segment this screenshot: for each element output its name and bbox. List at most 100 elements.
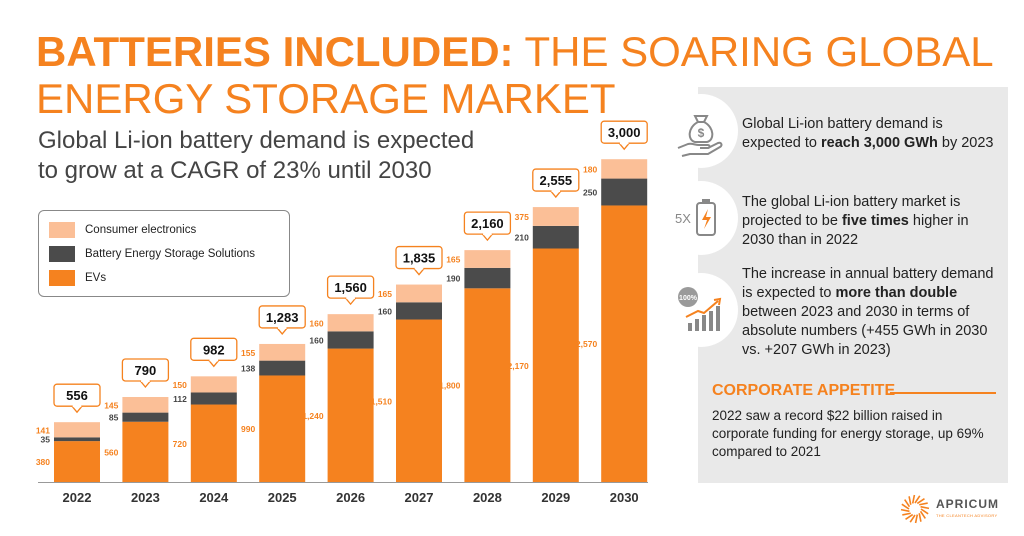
bar-2026-consumer (327, 314, 374, 332)
logo-ray (911, 494, 916, 504)
bar-2027-consumer (396, 284, 442, 303)
x-tick-label-2023: 2023 (131, 490, 160, 505)
segment-label-2024-bess: 112 (173, 394, 187, 404)
title-rest: THE SOARING GLOBAL ENERGY STORAGE MARKET (36, 28, 993, 122)
info-text-3-bold: more than double (835, 285, 958, 301)
total-label-2022: 556 (66, 388, 88, 403)
legend-item-consumer: Consumer electronics (49, 222, 196, 238)
logo-ray (919, 502, 928, 506)
segment-label-2030-consumer: 180 (583, 164, 597, 174)
legend-item-bess: Battery Energy Storage Solutions (49, 246, 255, 262)
total-callout-pointer-2022 (71, 405, 83, 414)
segment-label-2028-bess: 190 (446, 274, 460, 284)
info-text-2-pre: The global Li-ion battery market is proj… (742, 194, 961, 229)
title-bold: BATTERIES INCLUDED: (36, 28, 514, 75)
segment-label-2028-evs: 1,800 (439, 381, 461, 391)
logo-ray (901, 503, 910, 510)
segment-label-2029-evs: 2,170 (508, 361, 530, 371)
growth-chart-icon: 100% (664, 273, 738, 347)
info-text-2: The global Li-ion battery market is proj… (742, 193, 1004, 250)
bar-2030-consumer (601, 159, 648, 179)
segment-label-2025-bess: 138 (241, 364, 255, 374)
total-callout-pointer-2023 (139, 380, 151, 389)
bar-2029-evs (532, 248, 579, 482)
total-callout-pointer-2030 (618, 142, 630, 151)
total-label-2030: 3,000 (608, 125, 641, 140)
bar-2028-bess (464, 267, 511, 289)
svg-text:$: $ (698, 126, 705, 140)
corporate-appetite-text: 2022 saw a record $22 billion raised in … (712, 408, 984, 459)
bar-2025-bess (259, 360, 306, 376)
bar-2027-bess (396, 302, 442, 320)
segment-label-2022-consumer: 141 (36, 425, 50, 435)
total-callout-pointer-2028 (481, 233, 493, 242)
logo-name: APRICUM (936, 497, 999, 511)
segment-label-2030-evs: 2,570 (576, 339, 598, 349)
total-callout-pointer-2029 (550, 190, 562, 199)
bar-2025-evs (259, 375, 306, 482)
segment-label-2027-evs: 1,510 (371, 396, 393, 406)
total-callout-pointer-2026 (345, 297, 357, 306)
total-label-2027: 1,835 (403, 251, 436, 266)
legend-item-evs: EVs (49, 270, 106, 286)
segment-label-2026-bess: 160 (309, 335, 323, 345)
logo-ray (916, 498, 925, 505)
x-tick-label-2027: 2027 (405, 490, 434, 505)
legend-swatch-evs (49, 270, 75, 286)
legend-label-bess: Battery Energy Storage Solutions (85, 248, 256, 260)
bar-2025-consumer (259, 343, 306, 361)
info-text-3-pre: The increase in annual battery demand is… (742, 266, 994, 301)
bar-2022-consumer (54, 422, 100, 438)
total-label-2026: 1,560 (334, 280, 367, 295)
total-label-2028: 2,160 (471, 216, 504, 231)
logo-ray (904, 499, 911, 508)
chart-legend: Consumer electronics Battery Energy Stor… (38, 210, 290, 297)
logo-ray (914, 495, 921, 504)
x-tick-label-2026: 2026 (336, 490, 365, 505)
logo-ray (908, 496, 912, 505)
bar-2030-bess (601, 178, 648, 206)
battery-5x-label: 5X (675, 211, 691, 226)
logo-ray (920, 508, 929, 515)
battery-5x-icon: 5X (664, 181, 738, 255)
logo-tagline: THE CLEANTECH ADVISORY (936, 513, 998, 518)
money-hand-icon: $ (664, 94, 738, 168)
corporate-appetite-rule (890, 392, 996, 394)
logo-ray (920, 505, 930, 510)
bar-2028-consumer (464, 250, 511, 268)
info-text-1-bold: reach 3,000 GWh (821, 135, 938, 151)
logo-ray (919, 510, 926, 519)
info-text-1-pre: Global Li-ion battery demand is expected… (742, 116, 943, 151)
bar-2023-bess (122, 412, 169, 422)
chart-subtitle: Global Li-ion battery demand is expected… (38, 127, 475, 184)
x-tick-label-2029: 2029 (541, 490, 570, 505)
total-label-2025: 1,283 (266, 310, 299, 325)
segment-label-2024-evs: 720 (173, 439, 187, 449)
segment-label-2026-consumer: 160 (309, 318, 323, 328)
total-label-2023: 790 (135, 363, 157, 378)
logo-ray (914, 514, 919, 524)
segment-label-2030-bess: 250 (583, 188, 597, 198)
bar-2022-evs (54, 441, 100, 482)
segment-label-2025-evs: 990 (241, 424, 255, 434)
info-text-3: The increase in annual battery demand is… (742, 265, 1004, 360)
bar-2026-bess (327, 331, 374, 349)
logo-ray (902, 512, 911, 516)
info-text-2-post: higher in 2030 than in 2022 (742, 213, 969, 248)
x-tick-label-2022: 2022 (63, 490, 92, 505)
segment-label-2027-consumer: 165 (378, 289, 392, 299)
segment-label-2028-consumer: 165 (446, 254, 460, 264)
x-tick-label-2030: 2030 (610, 490, 639, 505)
bar-2024-consumer (190, 376, 237, 393)
legend-swatch-bess (49, 246, 75, 262)
bar-2024-bess (190, 392, 237, 405)
sun-logo-icon (900, 494, 930, 524)
logo-ray (918, 513, 922, 522)
bar-2024-evs (190, 404, 237, 482)
segment-label-2022-bess: 35 (41, 435, 51, 445)
bar-2022-bess (54, 437, 100, 442)
bar-2028-evs (464, 288, 511, 482)
bar-2023-consumer (122, 396, 169, 413)
total-label-2024: 982 (203, 342, 225, 357)
